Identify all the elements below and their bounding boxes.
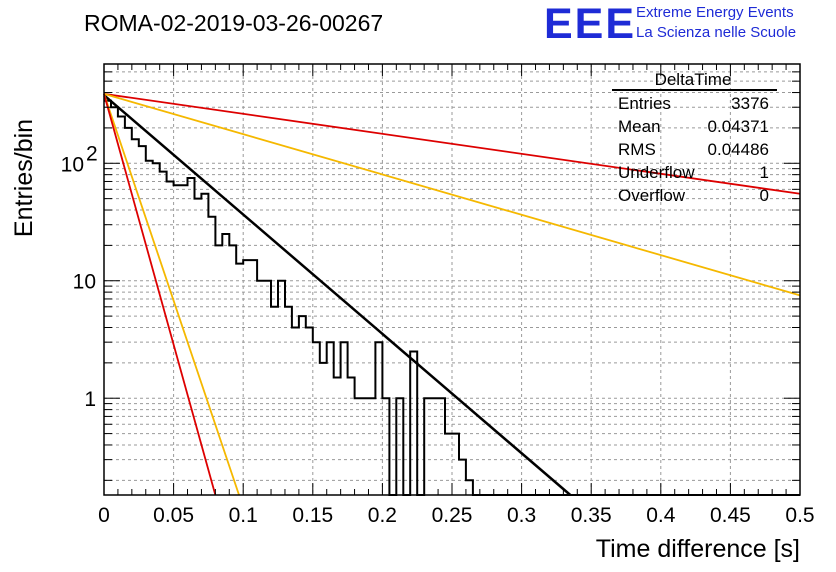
- stats-box: DeltaTime Entries 3376 Mean 0.04371 RMS …: [612, 70, 777, 205]
- x-tick-label: 0.15: [292, 504, 333, 527]
- x-tick-label: 0.1: [229, 504, 258, 527]
- stat-entries-value: 3376: [731, 94, 769, 113]
- x-tick-label: 0.3: [507, 504, 536, 527]
- stat-underflow-value: 1: [760, 163, 769, 182]
- y-tick-label-exponent: 2: [86, 142, 98, 165]
- eee-logo: EEE: [544, 0, 637, 48]
- y-axis-title: Entries/bin: [10, 119, 38, 237]
- y-tick-label: 1: [84, 388, 96, 411]
- stat-rms-label: RMS: [618, 140, 656, 159]
- axes-frame: [103, 63, 801, 496]
- x-tick-label: 0.2: [368, 504, 397, 527]
- grid-layer: [104, 64, 800, 495]
- x-tick-label: 0.35: [571, 504, 612, 527]
- stat-mean-label: Mean: [618, 117, 661, 136]
- fit-line-4: [103, 93, 240, 496]
- fit-line-1: [103, 94, 572, 496]
- x-tick-label: 0.25: [432, 504, 473, 527]
- x-tick-labels: 0 0.05 0.1 0.15 0.2 0.25 0.3 0.35 0.4 0.45 0.5: [98, 504, 814, 527]
- histogram-layer: [104, 99, 800, 496]
- y-tick-label: 10: [61, 153, 84, 176]
- stat-mean-value: 0.04371: [708, 117, 769, 136]
- y-tick-label: 10: [73, 271, 96, 294]
- x-tick-label: 0: [98, 504, 110, 527]
- stat-entries-label: Entries: [618, 94, 671, 113]
- plot-title: ROMA-02-2019-03-26-00267: [84, 10, 384, 36]
- stat-overflow-label: Overflow: [618, 186, 686, 205]
- fit-line-2: [103, 92, 801, 195]
- stat-rms-value: 0.04486: [708, 140, 769, 159]
- logo-line-1: Extreme Energy Events: [636, 4, 794, 21]
- fit-line-5: [103, 93, 217, 496]
- fit-line-3: [103, 92, 801, 297]
- x-axis-title: Time difference [s]: [596, 535, 800, 563]
- x-tick-label: 0.05: [153, 504, 194, 527]
- stats-box-name: DeltaTime: [655, 70, 732, 89]
- stat-underflow-label: Underflow: [618, 163, 695, 182]
- x-tick-label: 0.4: [646, 504, 676, 527]
- stat-overflow-value: 0: [760, 186, 769, 205]
- x-tick-label: 0.45: [710, 504, 751, 527]
- logo-line-2: La Scienza nelle Scuole: [636, 24, 797, 41]
- x-tick-label: 0.5: [785, 504, 814, 527]
- fit-lines-layer: [103, 92, 801, 496]
- histogram-outline: [104, 99, 800, 496]
